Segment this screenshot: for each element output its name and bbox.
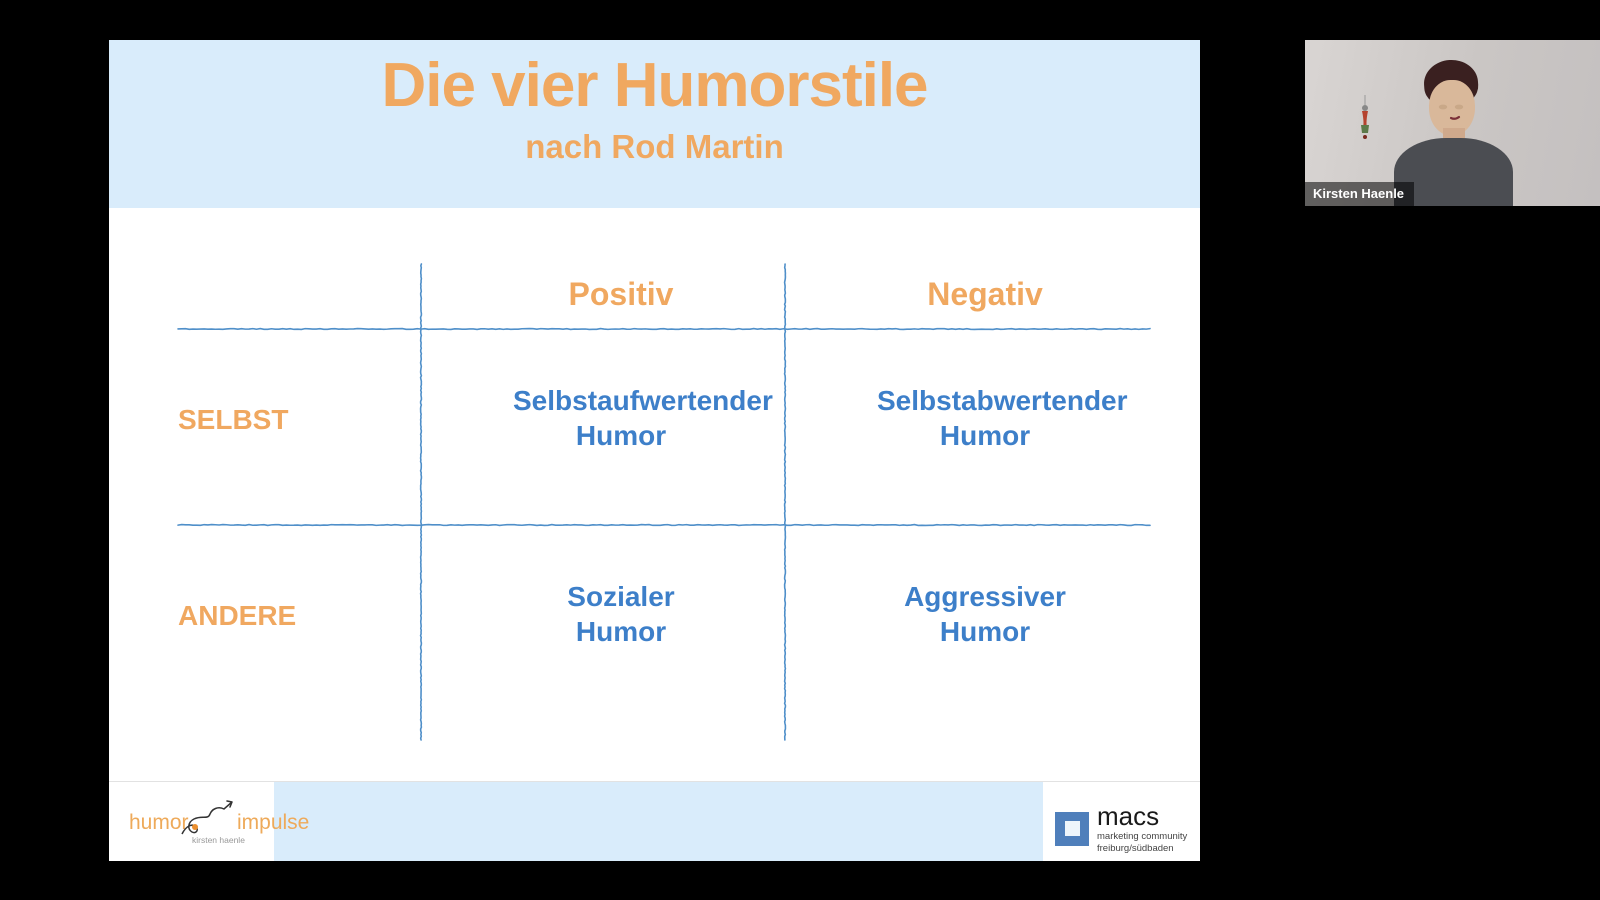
svg-text:kirsten haenle: kirsten haenle <box>192 835 245 845</box>
svg-text:impulse: impulse <box>237 811 309 834</box>
svg-text:humor: humor <box>129 811 189 834</box>
